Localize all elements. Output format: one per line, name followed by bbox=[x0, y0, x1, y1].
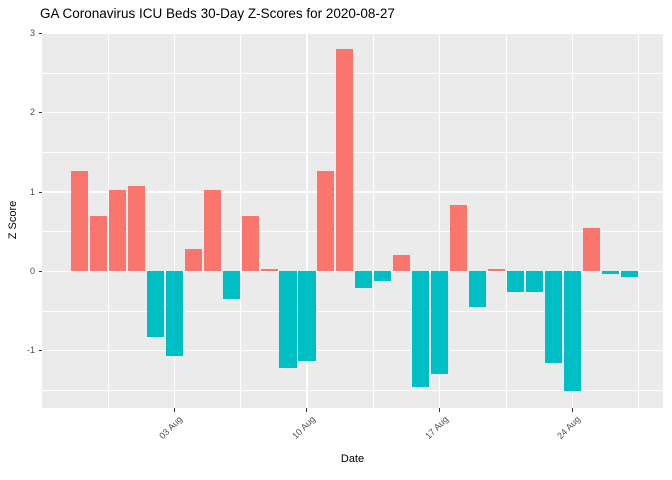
gridline bbox=[306, 33, 308, 408]
y-tick-mark bbox=[38, 191, 42, 193]
y-tick-label: 3 bbox=[29, 27, 35, 38]
y-tick-label: 0 bbox=[29, 265, 35, 276]
bar bbox=[487, 268, 506, 272]
x-tick-label: 17 Aug bbox=[422, 414, 450, 441]
gridline bbox=[372, 33, 374, 408]
plot-panel bbox=[42, 33, 663, 408]
bar bbox=[298, 271, 316, 361]
x-tick-mark bbox=[571, 408, 573, 412]
gridline bbox=[240, 33, 241, 408]
gridline bbox=[438, 33, 441, 408]
bar bbox=[336, 49, 354, 272]
x-axis-title: Date bbox=[340, 453, 365, 465]
gridline bbox=[42, 389, 663, 391]
gridline bbox=[42, 310, 663, 312]
bar bbox=[525, 271, 543, 292]
bar bbox=[620, 271, 638, 277]
y-tick-mark bbox=[38, 270, 42, 272]
bar bbox=[165, 271, 183, 357]
gridline bbox=[107, 33, 109, 408]
x-tick-mark bbox=[173, 408, 175, 412]
y-tick-mark bbox=[38, 112, 42, 114]
bar bbox=[582, 227, 600, 272]
y-tick-label: 1 bbox=[29, 186, 35, 197]
gridline bbox=[42, 349, 663, 352]
bar bbox=[601, 271, 619, 274]
bar bbox=[241, 215, 259, 272]
gridline bbox=[173, 33, 175, 408]
y-tick-label: 2 bbox=[29, 107, 35, 118]
x-tick-mark bbox=[306, 408, 308, 412]
bar bbox=[450, 204, 468, 272]
bar bbox=[469, 271, 487, 307]
y-tick-label: -1 bbox=[26, 345, 35, 356]
bar bbox=[317, 171, 335, 272]
bar bbox=[127, 185, 145, 272]
bar bbox=[393, 254, 411, 272]
bar bbox=[412, 271, 430, 388]
bar bbox=[544, 271, 562, 364]
bar bbox=[89, 215, 107, 272]
bar bbox=[70, 170, 89, 272]
bar bbox=[108, 189, 126, 272]
bar bbox=[431, 271, 449, 375]
y-tick-mark bbox=[38, 350, 42, 352]
bar bbox=[146, 271, 164, 338]
bar bbox=[260, 268, 278, 272]
bar bbox=[222, 271, 240, 300]
y-axis-title: Z Score bbox=[7, 200, 19, 240]
bar bbox=[355, 271, 373, 288]
gridline bbox=[42, 33, 663, 35]
chart-title: GA Coronavirus ICU Beds 30-Day Z-Scores … bbox=[40, 6, 395, 21]
bar bbox=[506, 271, 524, 292]
x-tick-label: 10 Aug bbox=[290, 414, 318, 441]
bar bbox=[279, 271, 297, 369]
y-tick-mark bbox=[38, 32, 42, 34]
gridline bbox=[505, 33, 507, 408]
x-tick-label: 24 Aug bbox=[555, 414, 583, 441]
gridline bbox=[571, 33, 574, 408]
x-tick-label: 03 Aug bbox=[157, 414, 185, 441]
gridline bbox=[42, 270, 663, 272]
x-tick-mark bbox=[439, 408, 441, 412]
bar bbox=[374, 271, 392, 281]
bar bbox=[563, 271, 581, 392]
gridline bbox=[638, 33, 640, 408]
bar bbox=[203, 190, 221, 272]
bar bbox=[184, 249, 202, 272]
